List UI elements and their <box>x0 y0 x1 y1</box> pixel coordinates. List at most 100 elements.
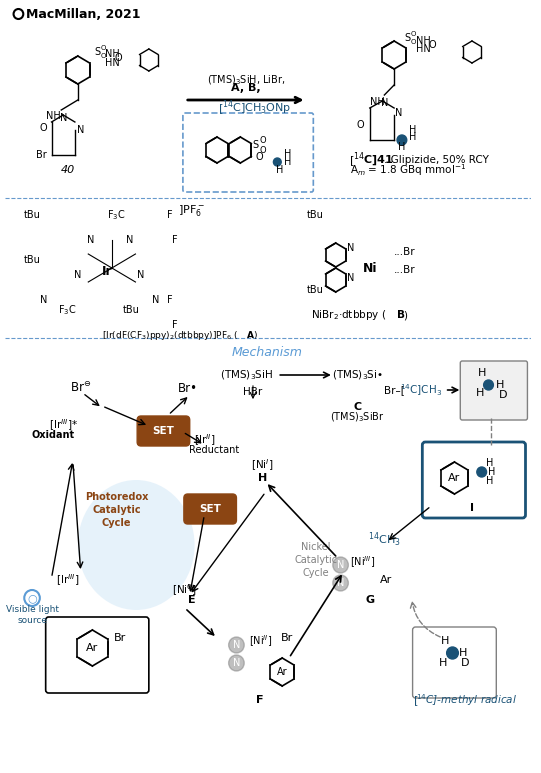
Text: Ar: Ar <box>448 473 460 483</box>
Text: [Ni$^I$]: [Ni$^I$] <box>252 457 274 473</box>
Text: N: N <box>233 658 240 668</box>
Text: H: H <box>488 467 495 477</box>
Text: F$_3$C: F$_3$C <box>58 303 77 317</box>
Text: HN: HN <box>105 58 120 68</box>
Text: tBu: tBu <box>24 210 41 220</box>
Text: O: O <box>101 45 106 51</box>
Circle shape <box>397 135 407 145</box>
FancyBboxPatch shape <box>137 416 190 446</box>
Text: SET: SET <box>153 426 174 436</box>
Text: ): ) <box>403 310 407 320</box>
Text: ...Br: ...Br <box>394 265 415 275</box>
Text: ...Br: ...Br <box>394 247 415 257</box>
Text: H: H <box>486 458 493 468</box>
Text: H: H <box>258 473 267 483</box>
Text: S: S <box>405 33 411 43</box>
Text: ○: ○ <box>27 593 37 603</box>
Text: F: F <box>168 210 173 220</box>
Text: I: I <box>470 503 474 513</box>
Text: Br$^{⊖}$: Br$^{⊖}$ <box>70 381 91 395</box>
Text: F: F <box>172 320 178 330</box>
Text: Oxidant: Oxidant <box>32 430 75 440</box>
Text: ]PF$_6^-$: ]PF$_6^-$ <box>178 203 204 217</box>
Text: A$_m$ = 1.8 GBq mmol$^{-1}$: A$_m$ = 1.8 GBq mmol$^{-1}$ <box>351 162 466 178</box>
Text: O: O <box>256 152 263 162</box>
Text: O: O <box>411 31 416 37</box>
Text: . Glipizide, 50% RCY: . Glipizide, 50% RCY <box>384 155 489 165</box>
Circle shape <box>484 380 493 390</box>
Text: H: H <box>439 658 447 668</box>
Text: tBu: tBu <box>24 255 41 265</box>
Circle shape <box>447 647 458 659</box>
Text: N: N <box>137 270 145 280</box>
FancyBboxPatch shape <box>184 494 236 524</box>
Text: N: N <box>395 108 403 118</box>
Text: N: N <box>337 578 344 588</box>
FancyBboxPatch shape <box>183 113 313 192</box>
Text: N: N <box>233 640 240 650</box>
Text: [Ni$^{II}$]: [Ni$^{II}$] <box>249 633 273 649</box>
Text: N: N <box>347 243 354 253</box>
Text: Reductant: Reductant <box>189 445 239 455</box>
Text: O: O <box>101 53 106 59</box>
Text: $^{14}$C]CH$_3$ONp: $^{14}$C]CH$_3$ONp <box>222 99 291 117</box>
Text: N: N <box>152 295 160 305</box>
Text: H: H <box>408 125 416 135</box>
Text: O: O <box>40 123 48 133</box>
Text: N: N <box>74 270 82 280</box>
Text: Br•: Br• <box>178 382 198 394</box>
Text: ): ) <box>253 331 256 339</box>
Text: Ni: Ni <box>362 261 377 274</box>
Text: [Ni$^{III}$]: [Ni$^{III}$] <box>351 554 375 570</box>
Text: NiBr$_2$·dtbbpy (: NiBr$_2$·dtbbpy ( <box>312 308 387 322</box>
Text: A: A <box>247 331 254 339</box>
Text: Visible light
source: Visible light source <box>5 605 58 625</box>
Text: E: E <box>188 595 195 605</box>
Text: Br–[: Br–[ <box>384 385 405 395</box>
FancyBboxPatch shape <box>45 617 149 693</box>
Text: [: [ <box>413 695 418 705</box>
Text: N: N <box>337 560 344 570</box>
Text: O: O <box>259 135 266 145</box>
Text: N: N <box>381 98 388 108</box>
Text: H: H <box>275 165 283 175</box>
Text: SET: SET <box>199 504 221 514</box>
Text: [Ir$^{III}$]*: [Ir$^{III}$]* <box>49 417 78 433</box>
Text: D: D <box>499 390 507 400</box>
Text: HBr: HBr <box>243 387 262 397</box>
Text: $^{14}$CH$_3$: $^{14}$CH$_3$ <box>368 531 401 549</box>
Text: O: O <box>115 53 122 63</box>
Text: [Ir$^{II}$]: [Ir$^{II}$] <box>194 432 215 448</box>
Text: Nickel
Catalytic
Cycle: Nickel Catalytic Cycle <box>295 542 338 578</box>
Text: H: H <box>284 149 292 159</box>
Text: Ar: Ar <box>86 643 98 653</box>
Circle shape <box>229 655 244 671</box>
Circle shape <box>333 557 348 573</box>
Text: Mechanism: Mechanism <box>232 346 303 359</box>
FancyBboxPatch shape <box>423 442 525 518</box>
Text: N: N <box>126 235 133 245</box>
Text: (TMS)$_3$SiBr: (TMS)$_3$SiBr <box>330 410 385 424</box>
Text: C: C <box>353 402 361 412</box>
Text: H: H <box>476 388 484 398</box>
Text: H: H <box>459 648 467 658</box>
Text: tBu: tBu <box>307 285 324 295</box>
Text: Photoredox
Catalytic
Cycle: Photoredox Catalytic Cycle <box>85 492 148 528</box>
Circle shape <box>333 575 348 591</box>
Text: Br: Br <box>36 150 47 160</box>
Text: (TMS)$_3$SiH, LiBr,: (TMS)$_3$SiH, LiBr, <box>207 73 285 87</box>
Text: HN: HN <box>415 44 430 54</box>
Text: (TMS)$_3$SiH: (TMS)$_3$SiH <box>220 368 273 382</box>
FancyBboxPatch shape <box>460 361 527 420</box>
Text: $^{14}$C]CH$_3$: $^{14}$C]CH$_3$ <box>400 382 442 398</box>
Text: N: N <box>77 125 84 135</box>
Text: F: F <box>168 295 173 305</box>
Text: Br: Br <box>281 633 293 643</box>
Text: Ar: Ar <box>380 575 392 585</box>
Text: F: F <box>256 695 263 705</box>
Text: Ir: Ir <box>102 264 113 278</box>
Text: tBu: tBu <box>307 210 324 220</box>
Text: [: [ <box>351 155 355 165</box>
Text: H: H <box>398 142 406 152</box>
Text: N: N <box>40 295 48 305</box>
